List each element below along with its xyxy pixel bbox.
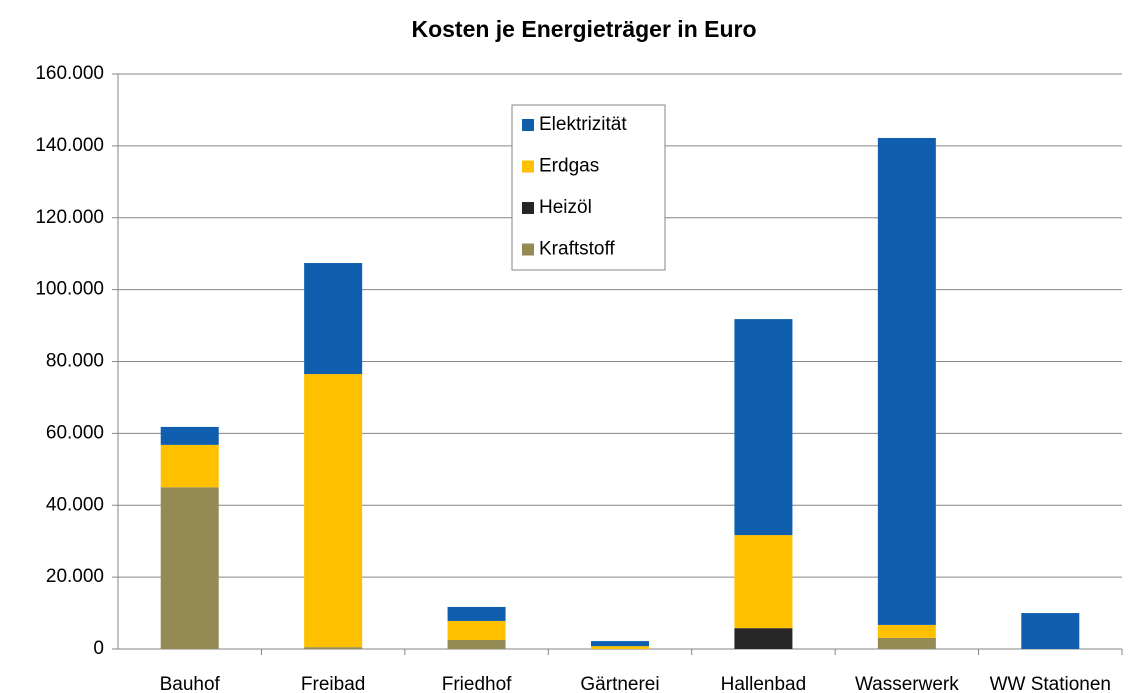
bar-segment: [734, 535, 793, 629]
bar-segment: [877, 637, 936, 649]
legend-label: Erdgas: [539, 156, 599, 177]
legend-swatch: [522, 160, 534, 173]
bar-segment: [591, 646, 649, 649]
y-tick-label: 160.000: [35, 63, 104, 84]
x-tick-label: WW Stationen: [990, 674, 1111, 693]
bar-segment: [160, 487, 219, 649]
bar-segment: [304, 647, 363, 649]
y-tick-label: 120.000: [35, 207, 104, 228]
chart-title: Kosten je Energieträger in Euro: [411, 16, 756, 42]
legend-label: Kraftstoff: [539, 239, 615, 260]
y-tick-label: 0: [93, 638, 104, 659]
legend-swatch: [522, 243, 534, 256]
y-tick-label: 100.000: [35, 279, 104, 300]
legend-label: Heizöl: [539, 197, 592, 218]
bar-segment: [447, 620, 506, 641]
y-tick-label: 60.000: [46, 422, 104, 443]
legend-box: [511, 104, 666, 271]
x-tick-label: Freibad: [301, 674, 365, 693]
bar-segment: [1021, 613, 1080, 649]
y-tick-label: 40.000: [46, 494, 104, 515]
bar-segment: [877, 137, 936, 625]
x-tick-label: Gärtnerei: [580, 674, 659, 693]
bar-segment: [877, 624, 936, 638]
bar-segment: [160, 426, 219, 445]
bar-segment: [160, 444, 219, 488]
x-tick-label: Hallenbad: [721, 674, 807, 693]
bar-segment: [734, 319, 793, 536]
bar-segment: [591, 641, 649, 647]
x-tick-label: Bauhof: [160, 674, 221, 693]
y-tick-label: 20.000: [46, 566, 104, 587]
bar-segment: [734, 628, 793, 649]
bar-segment: [447, 640, 506, 649]
y-tick-label: 80.000: [46, 351, 104, 372]
bar-segment: [447, 606, 506, 621]
legend-swatch: [522, 119, 534, 131]
legend-label: Elektrizität: [539, 114, 627, 135]
x-tick-label: Friedhof: [442, 674, 512, 693]
bar-segment: [304, 263, 363, 375]
y-tick-label: 140.000: [35, 135, 104, 156]
x-tick-label: Wasserwerk: [855, 674, 959, 693]
legend-swatch: [522, 202, 534, 214]
bar-segment: [304, 374, 363, 648]
